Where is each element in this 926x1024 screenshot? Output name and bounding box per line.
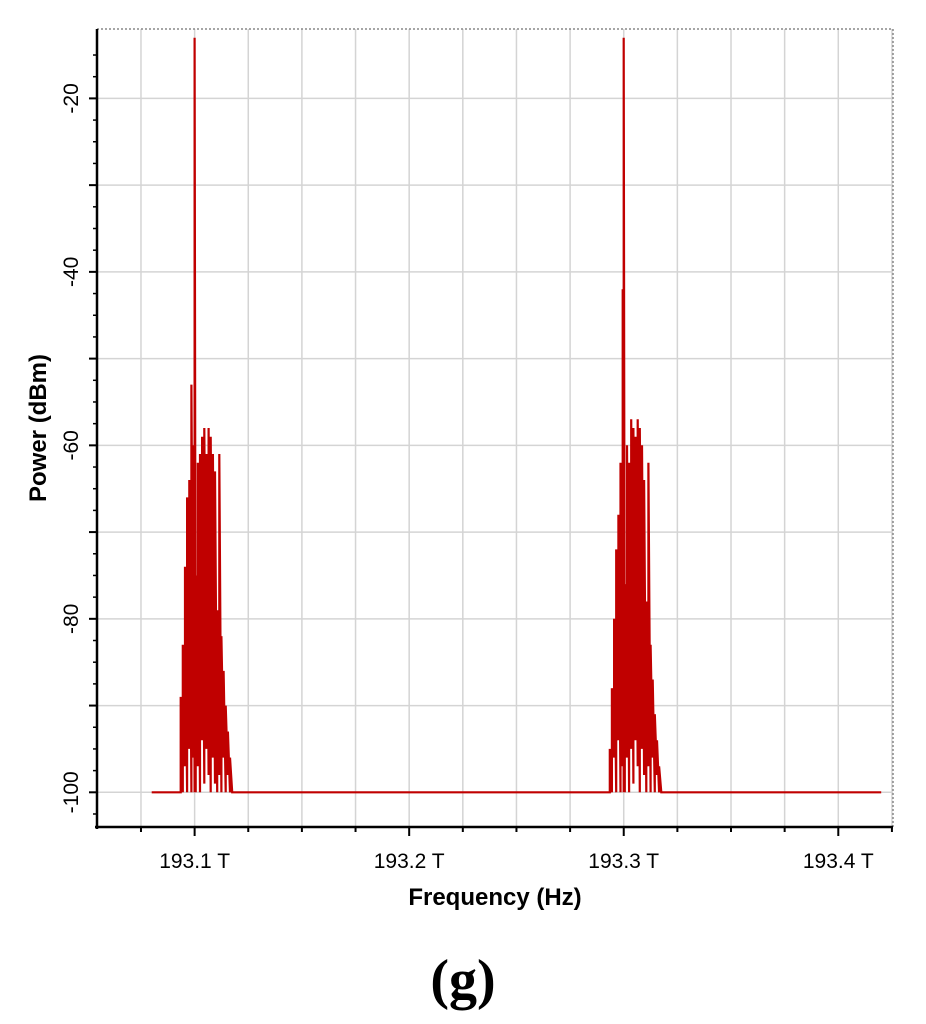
axis-ticks [89, 54, 893, 836]
x-tick-labels: 193.1 T 193.2 T 193.3 T 193.4 T [159, 850, 874, 873]
y-tick-label: -40 [60, 257, 83, 287]
y-tick-label: -20 [60, 83, 83, 113]
y-tick-labels: -20 -40 -60 -80 -100 [60, 83, 83, 813]
x-tick-label: 193.3 T [588, 850, 659, 873]
y-tick-label: -80 [60, 604, 83, 634]
y-tick-label: -60 [60, 430, 83, 460]
x-tick-label: 193.2 T [374, 850, 445, 873]
panel-label: (g) [430, 949, 495, 1011]
series-line-0 [151, 37, 882, 794]
y-axis-title: Power (dBm) [25, 354, 52, 502]
series-layer [151, 37, 882, 794]
plot-area [97, 29, 893, 827]
x-axis-title: Frequency (Hz) [408, 884, 581, 911]
x-tick-label: 193.1 T [159, 850, 230, 873]
x-tick-label: 193.4 T [803, 850, 874, 873]
y-tick-label: -100 [60, 771, 83, 813]
